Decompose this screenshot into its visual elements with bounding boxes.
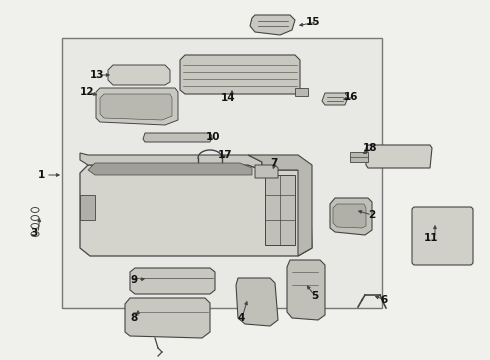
Text: 11: 11 xyxy=(423,233,438,243)
Text: 9: 9 xyxy=(130,275,137,285)
Text: 14: 14 xyxy=(220,93,235,103)
Polygon shape xyxy=(236,278,278,326)
Polygon shape xyxy=(180,55,300,94)
Polygon shape xyxy=(366,145,432,168)
Polygon shape xyxy=(143,133,212,142)
Text: 7: 7 xyxy=(270,158,278,168)
FancyBboxPatch shape xyxy=(412,207,473,265)
Text: 18: 18 xyxy=(363,143,377,153)
Polygon shape xyxy=(125,298,210,338)
Text: 16: 16 xyxy=(343,92,358,102)
Text: 10: 10 xyxy=(205,132,220,142)
Text: 4: 4 xyxy=(238,313,245,323)
Text: 13: 13 xyxy=(90,70,104,80)
Polygon shape xyxy=(88,163,252,175)
Polygon shape xyxy=(248,155,312,256)
Text: 15: 15 xyxy=(305,17,320,27)
Text: 8: 8 xyxy=(130,313,137,323)
Polygon shape xyxy=(100,94,172,120)
Text: 5: 5 xyxy=(311,291,318,301)
Polygon shape xyxy=(322,93,348,105)
Polygon shape xyxy=(265,175,295,245)
Polygon shape xyxy=(96,88,178,125)
Polygon shape xyxy=(250,15,295,35)
Polygon shape xyxy=(80,153,262,170)
Text: 12: 12 xyxy=(80,87,95,97)
Text: 17: 17 xyxy=(218,150,232,160)
Bar xyxy=(62,38,382,308)
Polygon shape xyxy=(80,195,95,220)
Polygon shape xyxy=(80,165,312,256)
Polygon shape xyxy=(333,204,366,228)
Polygon shape xyxy=(287,260,325,320)
Polygon shape xyxy=(255,165,278,178)
Polygon shape xyxy=(295,88,308,96)
Polygon shape xyxy=(130,268,215,294)
Polygon shape xyxy=(350,152,368,162)
Text: 6: 6 xyxy=(381,295,388,305)
Polygon shape xyxy=(330,198,372,235)
Polygon shape xyxy=(108,65,170,85)
Text: 1: 1 xyxy=(38,170,45,180)
Text: 2: 2 xyxy=(368,210,375,220)
Text: 3: 3 xyxy=(30,228,37,238)
